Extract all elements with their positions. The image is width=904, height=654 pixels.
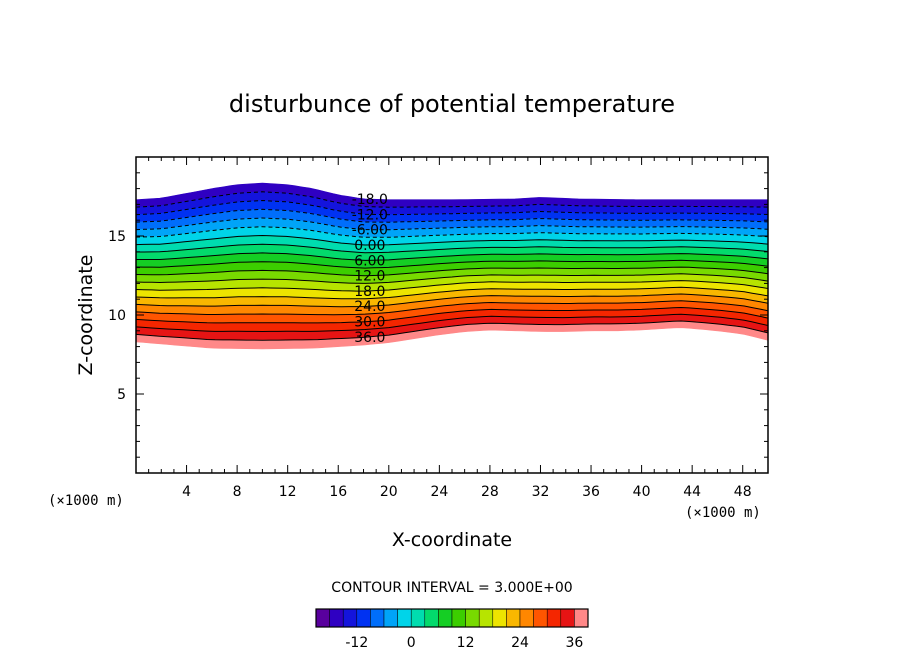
x-axis-unit-right: (×1000 m) (685, 505, 761, 521)
contour-labels: -18.0-12.0-6.000.006.0012.018.024.030.03… (352, 192, 388, 346)
x-axis-ticks: 4 8 12 16 20 24 28 32 36 40 44 48 (148, 157, 756, 500)
y-tick-label: 15 (108, 229, 126, 245)
x-axis-label: X-coordinate (392, 529, 512, 551)
x-tick-label: 28 (481, 484, 499, 500)
x-tick-label: 40 (633, 484, 651, 500)
y-axis-label: Z-coordinate (75, 255, 97, 376)
colorbar-cell (356, 608, 371, 628)
contour-line (136, 252, 768, 261)
x-tick-label: 32 (532, 484, 550, 500)
contour-label: 18.0 (354, 284, 385, 300)
x-tick-label: 12 (279, 484, 297, 500)
x-tick-label: 8 (233, 484, 242, 500)
x-axis-unit-left: (×1000 m) (48, 493, 124, 509)
contour-line (136, 199, 768, 216)
contour-label: -6.00 (352, 223, 388, 239)
colorbar-cell (410, 608, 426, 628)
colorbar-tick-label: 36 (565, 635, 583, 651)
colorbar-cell (342, 608, 358, 628)
x-tick-label: 4 (182, 484, 191, 500)
contour-line (136, 243, 768, 254)
contour-line (136, 226, 768, 238)
colorbar-cell (438, 608, 453, 628)
colorbar-cell (370, 608, 385, 628)
y-tick-label: 5 (117, 387, 126, 403)
contour-line (136, 259, 768, 269)
contour-label: 24.0 (354, 299, 385, 315)
x-tick-label: 20 (380, 484, 398, 500)
colorbar-cell (506, 608, 521, 628)
colorbar-tick-label: 24 (511, 635, 529, 651)
contour-line (136, 217, 768, 231)
colorbar-cell (574, 608, 589, 628)
colorbar-cell (533, 608, 548, 628)
x-tick-label: 36 (582, 484, 600, 500)
colorbar-cell (478, 608, 494, 628)
chart-title: disturbunce of potential temperature (229, 90, 675, 118)
colorbar-frame (315, 608, 589, 628)
colorbar-tick-label: 12 (457, 635, 475, 651)
colorbar-cell (424, 608, 439, 628)
contour-line (136, 208, 768, 223)
contour-label: -12.0 (352, 207, 388, 223)
colorbar-cell (383, 608, 398, 628)
x-tick-label: 24 (430, 484, 448, 500)
contour-line (136, 306, 768, 324)
contour-line (136, 313, 768, 333)
colorbar-tick-label: 0 (407, 635, 416, 651)
colorbar-cell (315, 608, 330, 628)
contour-label: 6.00 (354, 253, 385, 269)
contour-label: -18.0 (352, 192, 388, 208)
colorbar-ticks: -12 0 12 24 36 (345, 635, 583, 651)
contour-line (136, 266, 768, 277)
contour-line (136, 234, 768, 246)
contour-line (136, 300, 768, 316)
contour-label: 30.0 (354, 314, 385, 330)
colorbar-cell (546, 608, 562, 628)
colorbar-cell (451, 608, 466, 628)
colorbar (315, 608, 589, 628)
colorbar-cell (519, 608, 534, 628)
contour-interval-text: CONTOUR INTERVAL = 3.000E+00 (331, 580, 572, 596)
x-tick-label: 16 (329, 484, 347, 500)
colorbar-cell (492, 608, 507, 628)
contour-label: 0.00 (354, 238, 385, 254)
y-axis-ticks: 5 10 15 (108, 172, 768, 458)
x-tick-label: 48 (734, 484, 752, 500)
contour-label: 36.0 (354, 330, 385, 346)
colorbar-cell (397, 608, 412, 628)
contour-lines (136, 191, 768, 341)
colorbar-cell (560, 608, 575, 628)
contour-line (136, 286, 768, 300)
x-tick-label: 44 (683, 484, 701, 500)
colorbar-cell (329, 608, 344, 628)
contour-line (136, 280, 768, 292)
contour-line (136, 191, 768, 208)
contour-line (136, 293, 768, 308)
contour-line (136, 320, 768, 341)
contour-fills (136, 182, 768, 350)
colorbar-cell (465, 608, 480, 628)
y-tick-label: 10 (108, 308, 126, 324)
colorbar-tick-label: -12 (345, 635, 368, 651)
contour-line (136, 273, 768, 284)
contour-label: 12.0 (354, 269, 385, 285)
